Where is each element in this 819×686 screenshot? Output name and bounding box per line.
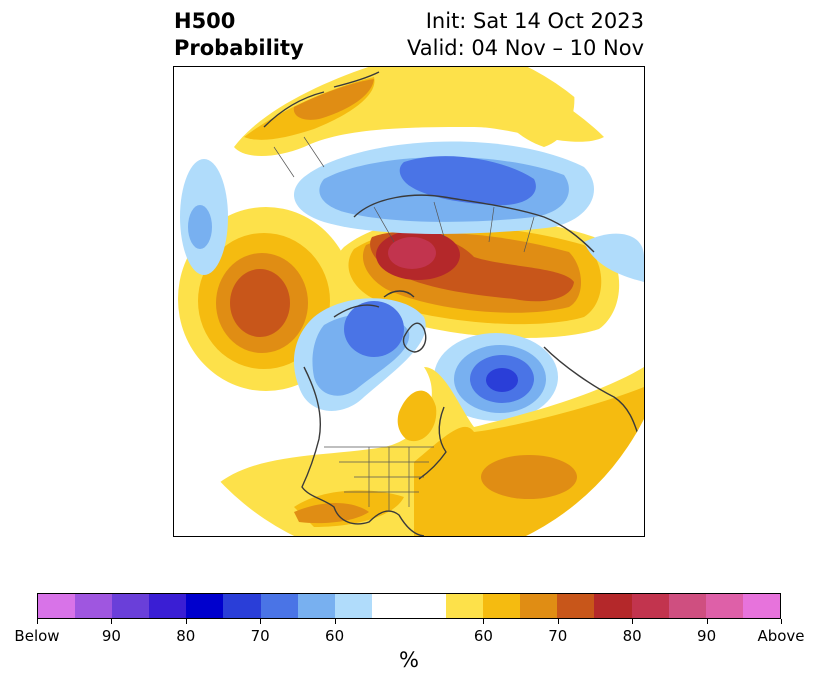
colorbar-segment [668, 594, 706, 618]
colorbar-segment [631, 594, 669, 618]
anomaly-below-70 [344, 301, 404, 357]
colorbar-tick-mark [111, 619, 113, 624]
colorbar-tick-mark [781, 619, 782, 624]
colorbar-tick-mark [632, 619, 634, 624]
colorbar-segment [223, 594, 261, 618]
title-line-1: H500 [174, 9, 236, 33]
colorbar-tick-mark [557, 619, 559, 624]
colorbar-tick-label: 80 [622, 627, 642, 645]
colorbar-segment [334, 594, 372, 618]
colorbar-segment [186, 594, 224, 618]
anomaly-above-85 [388, 237, 436, 269]
colorbar-segment [38, 594, 76, 618]
colorbar-tick-label: Below [14, 627, 60, 645]
run-info: Init: Sat 14 Oct 2023 Valid: 04 Nov – 10… [407, 8, 644, 62]
colorbar-tick-mark [706, 619, 708, 624]
init-time: Init: Sat 14 Oct 2023 [425, 9, 644, 33]
colorbar-segment [742, 594, 780, 618]
anomaly-above-75 [230, 269, 290, 337]
boundaries [273, 136, 535, 512]
colorbar-tick-mark [483, 619, 485, 624]
colorbar-tick-label: 90 [101, 627, 121, 645]
anomaly-above-60 [474, 67, 575, 147]
anomaly-above-65 [397, 390, 437, 442]
anomaly-above-70 [481, 455, 577, 499]
colorbar-tick-label: 80 [176, 627, 196, 645]
colorbar-segment [446, 594, 484, 618]
colorbar-tick-label: 70 [250, 627, 270, 645]
colorbar-segment [557, 594, 595, 618]
colorbar-segment [112, 594, 150, 618]
anomaly-below-65 [188, 205, 212, 249]
colorbar-segment [594, 594, 632, 618]
colorbar-segment [75, 594, 113, 618]
map-canvas [178, 67, 644, 536]
anomaly-above-70 [294, 502, 369, 524]
colorbar-tick-mark [334, 619, 336, 624]
anomaly-below-70 [399, 156, 536, 206]
colorbar-segment [260, 594, 298, 618]
colorbar-tick-label: Above [757, 627, 805, 645]
colorbar-tick-label: 90 [697, 627, 717, 645]
anomaly-below-75 [486, 368, 518, 392]
colorbar-tick-mark [185, 619, 187, 624]
colorbar-tick-mark [37, 619, 38, 624]
title-line-2: Probability [174, 36, 304, 60]
colorbar-segment [149, 594, 187, 618]
colorbar-tick-label: 60 [473, 627, 493, 645]
probability-map [173, 66, 645, 537]
colorbar-segment [705, 594, 743, 618]
valid-period: Valid: 04 Nov – 10 Nov [407, 36, 644, 60]
colorbar-segment [297, 594, 335, 618]
colorbar-segment [408, 594, 447, 618]
colorbar [37, 593, 781, 619]
colorbar-tick-mark [260, 619, 262, 624]
colorbar-unit: % [399, 648, 419, 672]
colorbar-tick-label: 70 [548, 627, 568, 645]
colorbar-segment [371, 594, 409, 618]
coastlines [263, 71, 640, 536]
chart-title: H500 Probability [174, 8, 304, 62]
anomaly-below-60 [584, 233, 644, 282]
anomaly-above-70 [293, 79, 374, 120]
colorbar-tick-label: 60 [325, 627, 345, 645]
colorbar-segment [520, 594, 558, 618]
colorbar-segment [483, 594, 521, 618]
